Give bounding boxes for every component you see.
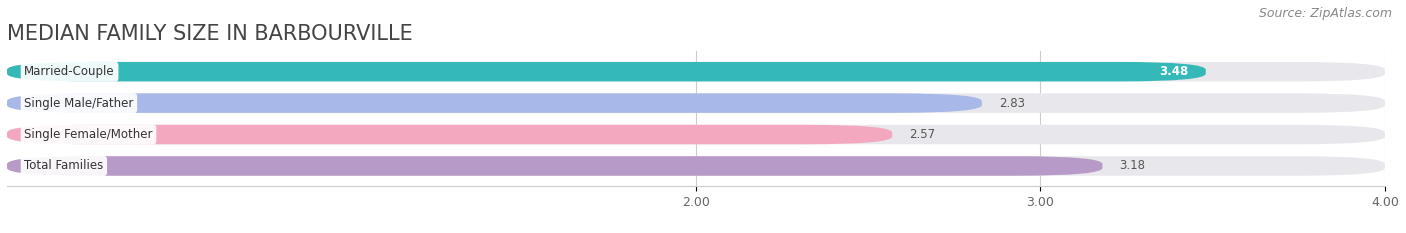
Text: 3.18: 3.18: [1119, 159, 1146, 172]
FancyBboxPatch shape: [7, 156, 1385, 176]
Text: Total Families: Total Families: [24, 159, 104, 172]
Text: Married-Couple: Married-Couple: [24, 65, 115, 78]
Text: Single Female/Mother: Single Female/Mother: [24, 128, 153, 141]
FancyBboxPatch shape: [7, 62, 1206, 81]
FancyBboxPatch shape: [7, 125, 893, 144]
FancyBboxPatch shape: [7, 62, 1385, 81]
Text: Single Male/Father: Single Male/Father: [24, 97, 134, 110]
FancyBboxPatch shape: [7, 93, 1385, 113]
Text: MEDIAN FAMILY SIZE IN BARBOURVILLE: MEDIAN FAMILY SIZE IN BARBOURVILLE: [7, 24, 413, 44]
FancyBboxPatch shape: [7, 125, 1385, 144]
FancyBboxPatch shape: [7, 93, 981, 113]
Text: Source: ZipAtlas.com: Source: ZipAtlas.com: [1258, 7, 1392, 20]
FancyBboxPatch shape: [7, 156, 1102, 176]
Text: 2.83: 2.83: [1000, 97, 1025, 110]
Text: 3.48: 3.48: [1160, 65, 1188, 78]
Text: 2.57: 2.57: [910, 128, 935, 141]
